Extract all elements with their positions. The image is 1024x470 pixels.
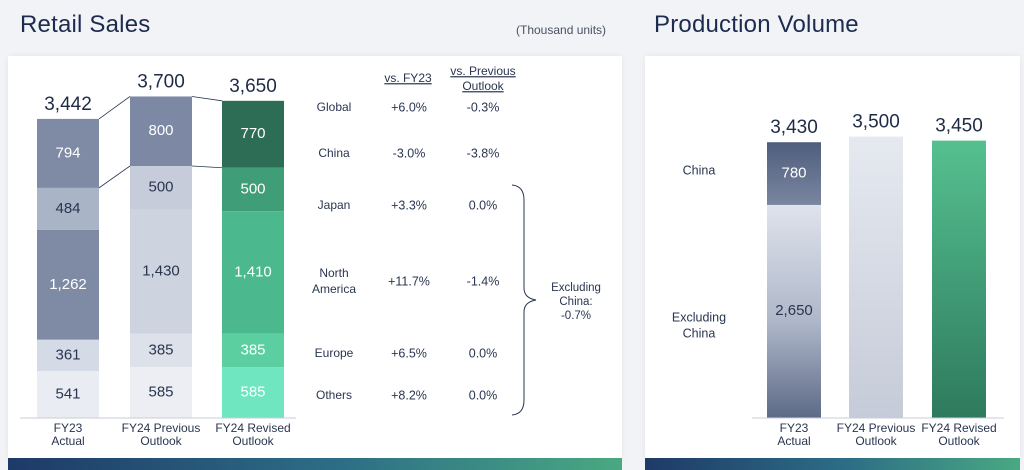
production-segment-value: 780 <box>781 165 806 182</box>
change-vs-previous: -0.3% <box>467 100 500 114</box>
retail-segment-value: 1,262 <box>49 276 87 293</box>
retail-segment-value: 361 <box>55 346 80 363</box>
retail-segment-value: 385 <box>240 341 265 358</box>
column-header-vs-previous: vs. Previous <box>450 64 515 78</box>
retail-segment-value: 500 <box>240 180 265 197</box>
excluding-china-bracket <box>511 184 537 416</box>
change-vs-previous: 0.0% <box>469 388 498 402</box>
retail-connector-line <box>98 96 131 120</box>
change-vs-previous: -3.8% <box>467 146 500 160</box>
change-vs-fy23: -3.0% <box>393 146 426 160</box>
region-label: Global <box>317 100 352 114</box>
retail-segment-value: 585 <box>240 384 265 401</box>
retail-bar-segment-north-america <box>222 211 284 334</box>
retail-bar-segment-europe <box>130 333 192 368</box>
retail-connector-line <box>191 96 223 102</box>
production-category-label: Outlook <box>855 434 897 448</box>
retail-bar-segment-others <box>37 370 99 418</box>
production-category-label: FY24 Previous <box>837 421 916 435</box>
retail-bar-segment-others <box>130 367 192 418</box>
change-vs-fy23: +3.3% <box>391 198 427 212</box>
retail-footer-bar <box>8 458 622 470</box>
production-bar-total-label: 3,500 <box>852 112 900 133</box>
region-label: Others <box>316 388 352 402</box>
retail-bar-total: 3,650 <box>229 76 277 97</box>
retail-bar-segment-north-america <box>130 209 192 334</box>
retail-connector-line <box>98 165 131 189</box>
production-category-label: Outlook <box>938 434 980 448</box>
retail-unit-label: (Thousand units) <box>516 23 607 37</box>
change-vs-fy23: +6.5% <box>391 346 427 360</box>
retail-segment-value: 484 <box>55 200 80 217</box>
retail-bar-segment-europe <box>37 339 99 371</box>
retail-segment-value: 800 <box>148 122 173 139</box>
retail-bar-segment-others <box>222 367 284 418</box>
production-bar-total-label: 3,430 <box>770 117 818 138</box>
change-vs-previous: 0.0% <box>469 198 498 212</box>
change-vs-previous: -1.4% <box>467 274 500 288</box>
column-header-outlook: Outlook <box>462 79 504 93</box>
region-label: North <box>319 266 348 280</box>
production-volume-title: Production Volume <box>654 11 859 38</box>
change-vs-fy23: +11.7% <box>388 274 430 288</box>
production-bar-segment-excluding-china <box>767 204 821 418</box>
excluding-china-note: -0.7% <box>561 310 591 322</box>
retail-bar-segment-china <box>222 100 284 168</box>
retail-bar-segment-north-america <box>37 229 99 340</box>
retail-sales-title: Retail Sales <box>20 11 151 38</box>
retail-segment-value: 500 <box>148 179 173 196</box>
retail-segment-value: 1,430 <box>142 263 180 280</box>
production-bar-segment-china <box>767 142 821 205</box>
retail-segment-value: 1,410 <box>234 263 272 280</box>
retail-bar-segment-europe <box>222 333 284 368</box>
retail-bar-segment-japan <box>222 167 284 212</box>
retail-category-label: Actual <box>51 434 84 448</box>
production-bar-total <box>932 140 986 418</box>
retail-segment-value: 794 <box>55 144 80 161</box>
retail-sales-panel <box>8 56 622 460</box>
change-vs-previous: 0.0% <box>469 346 498 360</box>
retail-bar-segment-japan <box>130 165 192 210</box>
retail-bar-total: 3,700 <box>137 71 185 92</box>
retail-bar-segment-china <box>130 96 192 166</box>
retail-bar-segment-china <box>37 118 99 188</box>
region-label: Europe <box>315 346 354 360</box>
production-bar-total-label: 3,450 <box>935 116 983 137</box>
production-category-label: Actual <box>777 434 810 448</box>
retail-category-label: Outlook <box>140 434 182 448</box>
region-label: America <box>312 282 356 296</box>
production-side-label-china: China <box>683 163 716 177</box>
production-side-label-excluding: Excluding <box>672 310 726 324</box>
retail-category-label: FY24 Previous <box>122 421 201 435</box>
region-label: Japan <box>318 198 351 212</box>
retail-bar-segment-japan <box>37 187 99 230</box>
retail-bar-total: 3,442 <box>44 94 92 115</box>
production-segment-value: 2,650 <box>775 302 813 319</box>
excluding-china-note: Excluding <box>551 282 601 294</box>
region-label: China <box>318 146 350 160</box>
retail-category-label: Outlook <box>232 434 274 448</box>
production-bar-total <box>849 136 903 418</box>
production-category-label: FY24 Revised <box>921 421 996 435</box>
change-vs-fy23: +6.0% <box>391 100 427 114</box>
retail-connector-line <box>191 165 223 169</box>
change-vs-fy23: +8.2% <box>391 388 427 402</box>
retail-segment-value: 585 <box>148 384 173 401</box>
column-header-vs-fy23: vs. FY23 <box>384 71 432 85</box>
retail-segment-value: 541 <box>55 385 80 402</box>
retail-category-label: FY23 <box>54 421 83 435</box>
retail-category-label: FY24 Revised <box>215 421 290 435</box>
excluding-china-note: China: <box>559 296 592 308</box>
production-category-label: FY23 <box>780 421 809 435</box>
retail-segment-value: 770 <box>240 125 265 142</box>
production-footer-bar <box>645 458 1020 470</box>
production-side-label-excluding: China <box>683 326 716 340</box>
retail-segment-value: 385 <box>148 341 173 358</box>
